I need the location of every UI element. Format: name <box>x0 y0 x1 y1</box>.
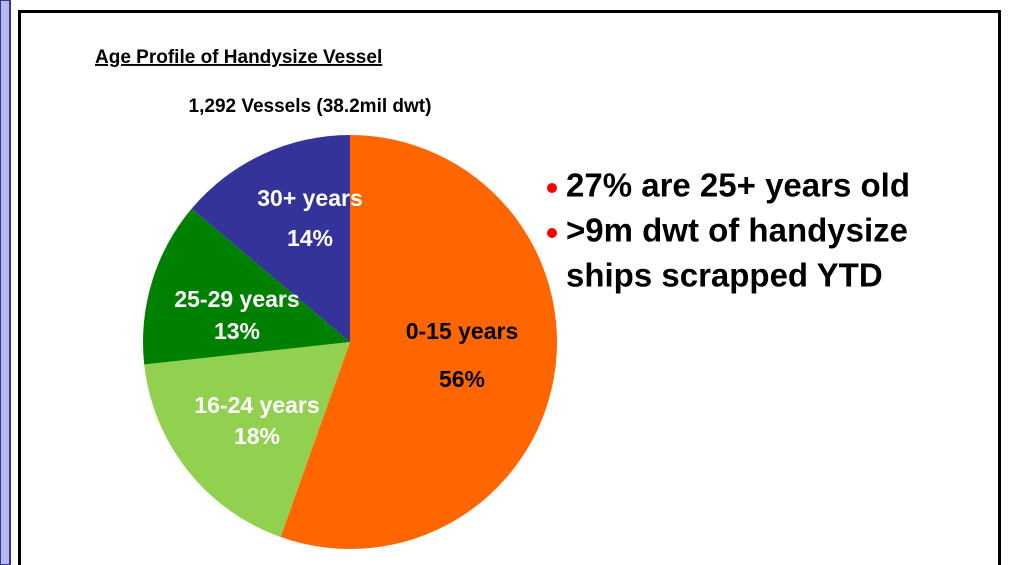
slice-value-label: 18% <box>234 423 280 449</box>
pie-slice <box>144 342 350 538</box>
chart-title: Age Profile of Handysize Vessel <box>95 47 382 68</box>
slice-label: 25-29 years <box>174 286 299 312</box>
pie-slice <box>143 208 350 365</box>
bullet-text: >9m dwt of handysize <box>566 212 908 249</box>
pie-slice <box>191 135 350 342</box>
slice-value-label: 14% <box>287 225 333 251</box>
slice-value-label: 13% <box>214 318 260 344</box>
bullet-dot <box>547 228 557 238</box>
side-strip <box>0 0 11 565</box>
pie-slice <box>280 135 557 549</box>
bullet-text: ships scrapped YTD <box>566 257 883 294</box>
bullet-dot <box>547 183 557 193</box>
bullets: 27% are 25+ years old >9m dwt of handysiz… <box>547 167 910 294</box>
pie: 0-15 years 56% 16-24 years 18% 25-29 years 13… <box>143 135 557 549</box>
slice-label: 0-15 years <box>406 318 519 344</box>
slice-value-label: 56% <box>439 366 485 392</box>
bullet-text: 27% are 25+ years old <box>566 167 910 204</box>
chart-subtitle: 1,292 Vessels (38.2mil dwt) <box>189 96 432 117</box>
slice-label: 30+ years <box>257 185 363 211</box>
slice-label: 16-24 years <box>194 392 319 418</box>
